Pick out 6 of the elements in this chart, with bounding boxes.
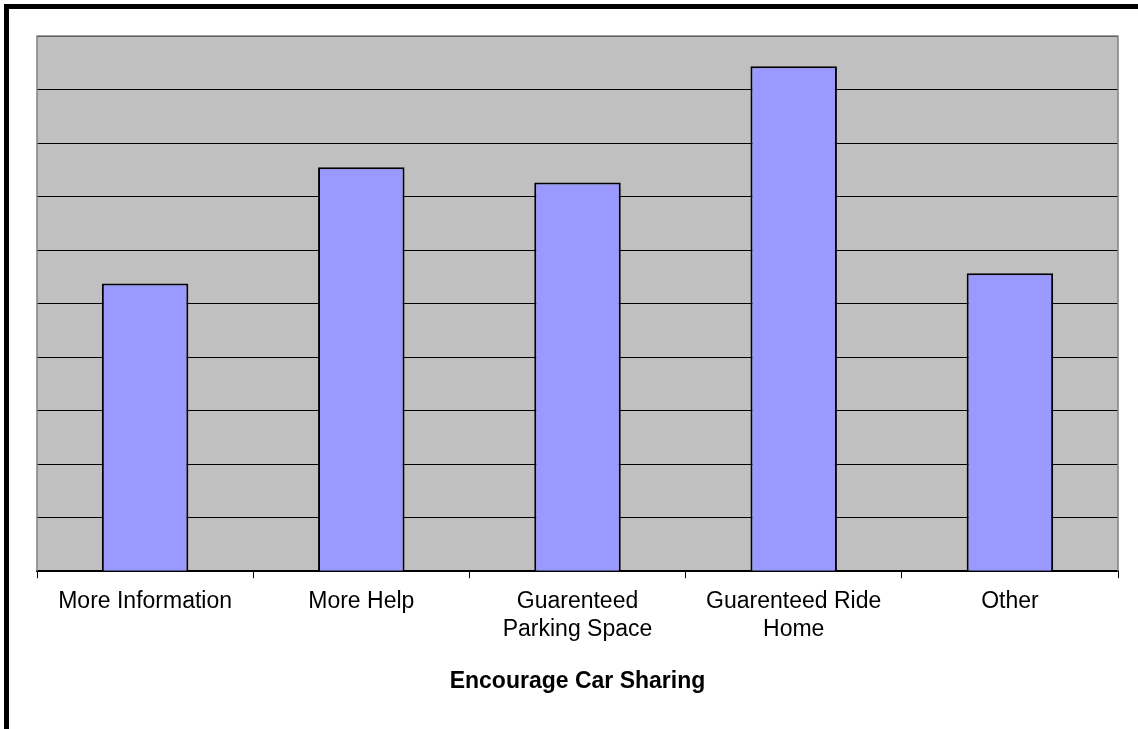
x-tick-label: Other [981,587,1039,614]
x-axis-title: Encourage Car Sharing [449,666,706,693]
x-tick-label: Guarenteed Ride Home [706,587,882,641]
x-tick-label: Guarenteed Parking Space [502,587,653,641]
x-tick-label: More Information [58,587,233,614]
x-tick-label: More Help [308,587,415,614]
